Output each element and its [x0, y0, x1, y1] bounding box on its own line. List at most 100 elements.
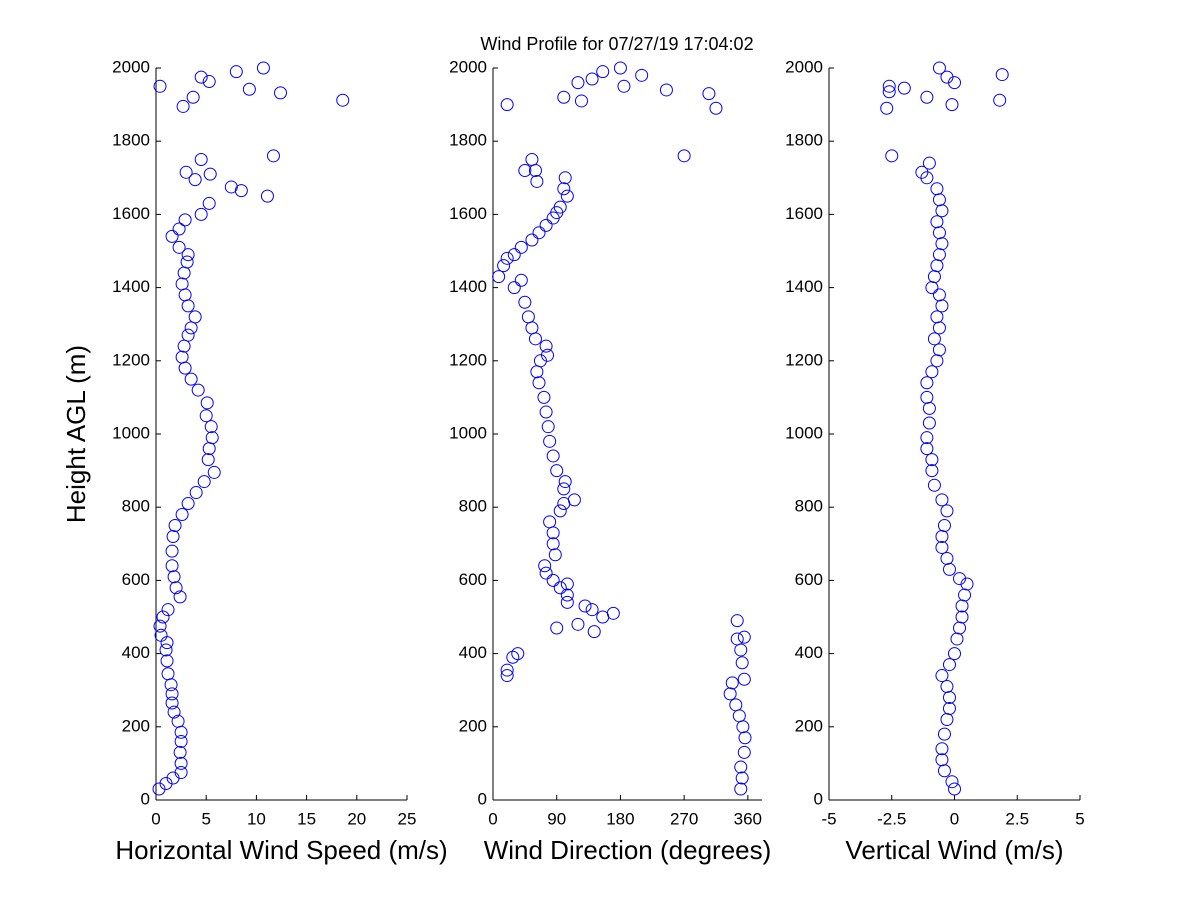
point: [525, 153, 539, 166]
y-tick-label: 800: [122, 497, 150, 516]
point: [935, 742, 949, 756]
point: [737, 630, 751, 644]
x-tick-label: 270: [670, 809, 698, 828]
point: [935, 493, 949, 507]
x-tick-label: 360: [734, 809, 762, 828]
point: [945, 775, 959, 789]
point: [538, 559, 552, 573]
y-tick-label: 1800: [449, 131, 487, 150]
point: [153, 619, 167, 633]
point: [557, 90, 571, 104]
point: [175, 508, 189, 522]
point: [165, 229, 179, 243]
point: [930, 310, 944, 324]
point: [194, 153, 208, 166]
point: [201, 453, 215, 467]
point: [234, 184, 248, 198]
point: [202, 75, 216, 89]
point: [200, 396, 214, 410]
point: [930, 182, 944, 196]
point: [273, 86, 287, 100]
y-tick-label: 1600: [785, 204, 823, 223]
point: [242, 82, 256, 96]
point: [723, 687, 737, 701]
point: [550, 464, 564, 478]
y-tick-label: 1200: [449, 350, 487, 369]
point: [925, 453, 939, 467]
point: [940, 551, 954, 565]
point: [927, 332, 941, 346]
point: [550, 621, 564, 635]
point: [173, 745, 187, 759]
y-tick-label: 200: [122, 716, 150, 735]
point: [920, 431, 934, 445]
point: [709, 101, 723, 115]
point: [165, 687, 179, 701]
point: [553, 504, 567, 518]
point: [165, 696, 179, 710]
point: [543, 434, 557, 448]
y-tick-label: 600: [459, 570, 487, 589]
point: [160, 654, 174, 668]
point: [922, 156, 936, 170]
point: [596, 65, 610, 79]
y-tick-label: 600: [122, 570, 150, 589]
point: [174, 766, 188, 780]
point: [180, 255, 194, 269]
point: [165, 559, 179, 573]
point: [596, 610, 610, 624]
point: [167, 705, 181, 719]
point: [175, 350, 189, 364]
point: [730, 614, 744, 628]
point: [541, 348, 555, 362]
point: [539, 405, 553, 419]
point: [541, 420, 555, 434]
y-tick-label: 2000: [785, 57, 823, 76]
point: [935, 669, 949, 683]
x-axis-label: Vertical Wind (m/s): [845, 835, 1063, 865]
point: [558, 171, 572, 185]
point: [737, 672, 751, 686]
point: [920, 442, 934, 456]
y-axis-label: Height AGL (m): [61, 345, 91, 523]
point: [560, 595, 574, 609]
point: [539, 218, 553, 232]
point: [188, 173, 202, 187]
point: [537, 390, 551, 404]
x-tick-label: 20: [347, 809, 366, 828]
point: [915, 165, 929, 179]
y-tick-label: 200: [795, 716, 823, 735]
point: [521, 310, 535, 324]
point: [514, 273, 528, 287]
point: [525, 233, 539, 247]
point: [169, 581, 183, 595]
point: [925, 464, 939, 478]
point: [635, 68, 649, 82]
point: [167, 570, 181, 584]
point: [336, 93, 350, 107]
point: [543, 515, 557, 529]
point: [942, 702, 956, 715]
y-tick-label: 0: [814, 789, 823, 808]
x-axis-label: Wind Direction (degrees): [484, 835, 772, 865]
point: [885, 149, 899, 163]
point: [659, 83, 673, 97]
point: [702, 87, 716, 101]
point: [194, 207, 208, 221]
point: [955, 610, 969, 624]
point: [172, 222, 186, 236]
x-tick-label: 180: [606, 809, 634, 828]
x-tick-label: 2.5: [1005, 809, 1029, 828]
point: [940, 680, 954, 694]
y-tick-label: 800: [795, 497, 823, 516]
point: [173, 590, 187, 604]
point: [178, 213, 192, 227]
point: [560, 577, 574, 591]
point: [725, 676, 739, 690]
point: [500, 669, 514, 683]
y-tick-label: 400: [459, 643, 487, 662]
point: [734, 760, 748, 774]
point: [260, 189, 274, 203]
point: [546, 573, 560, 587]
